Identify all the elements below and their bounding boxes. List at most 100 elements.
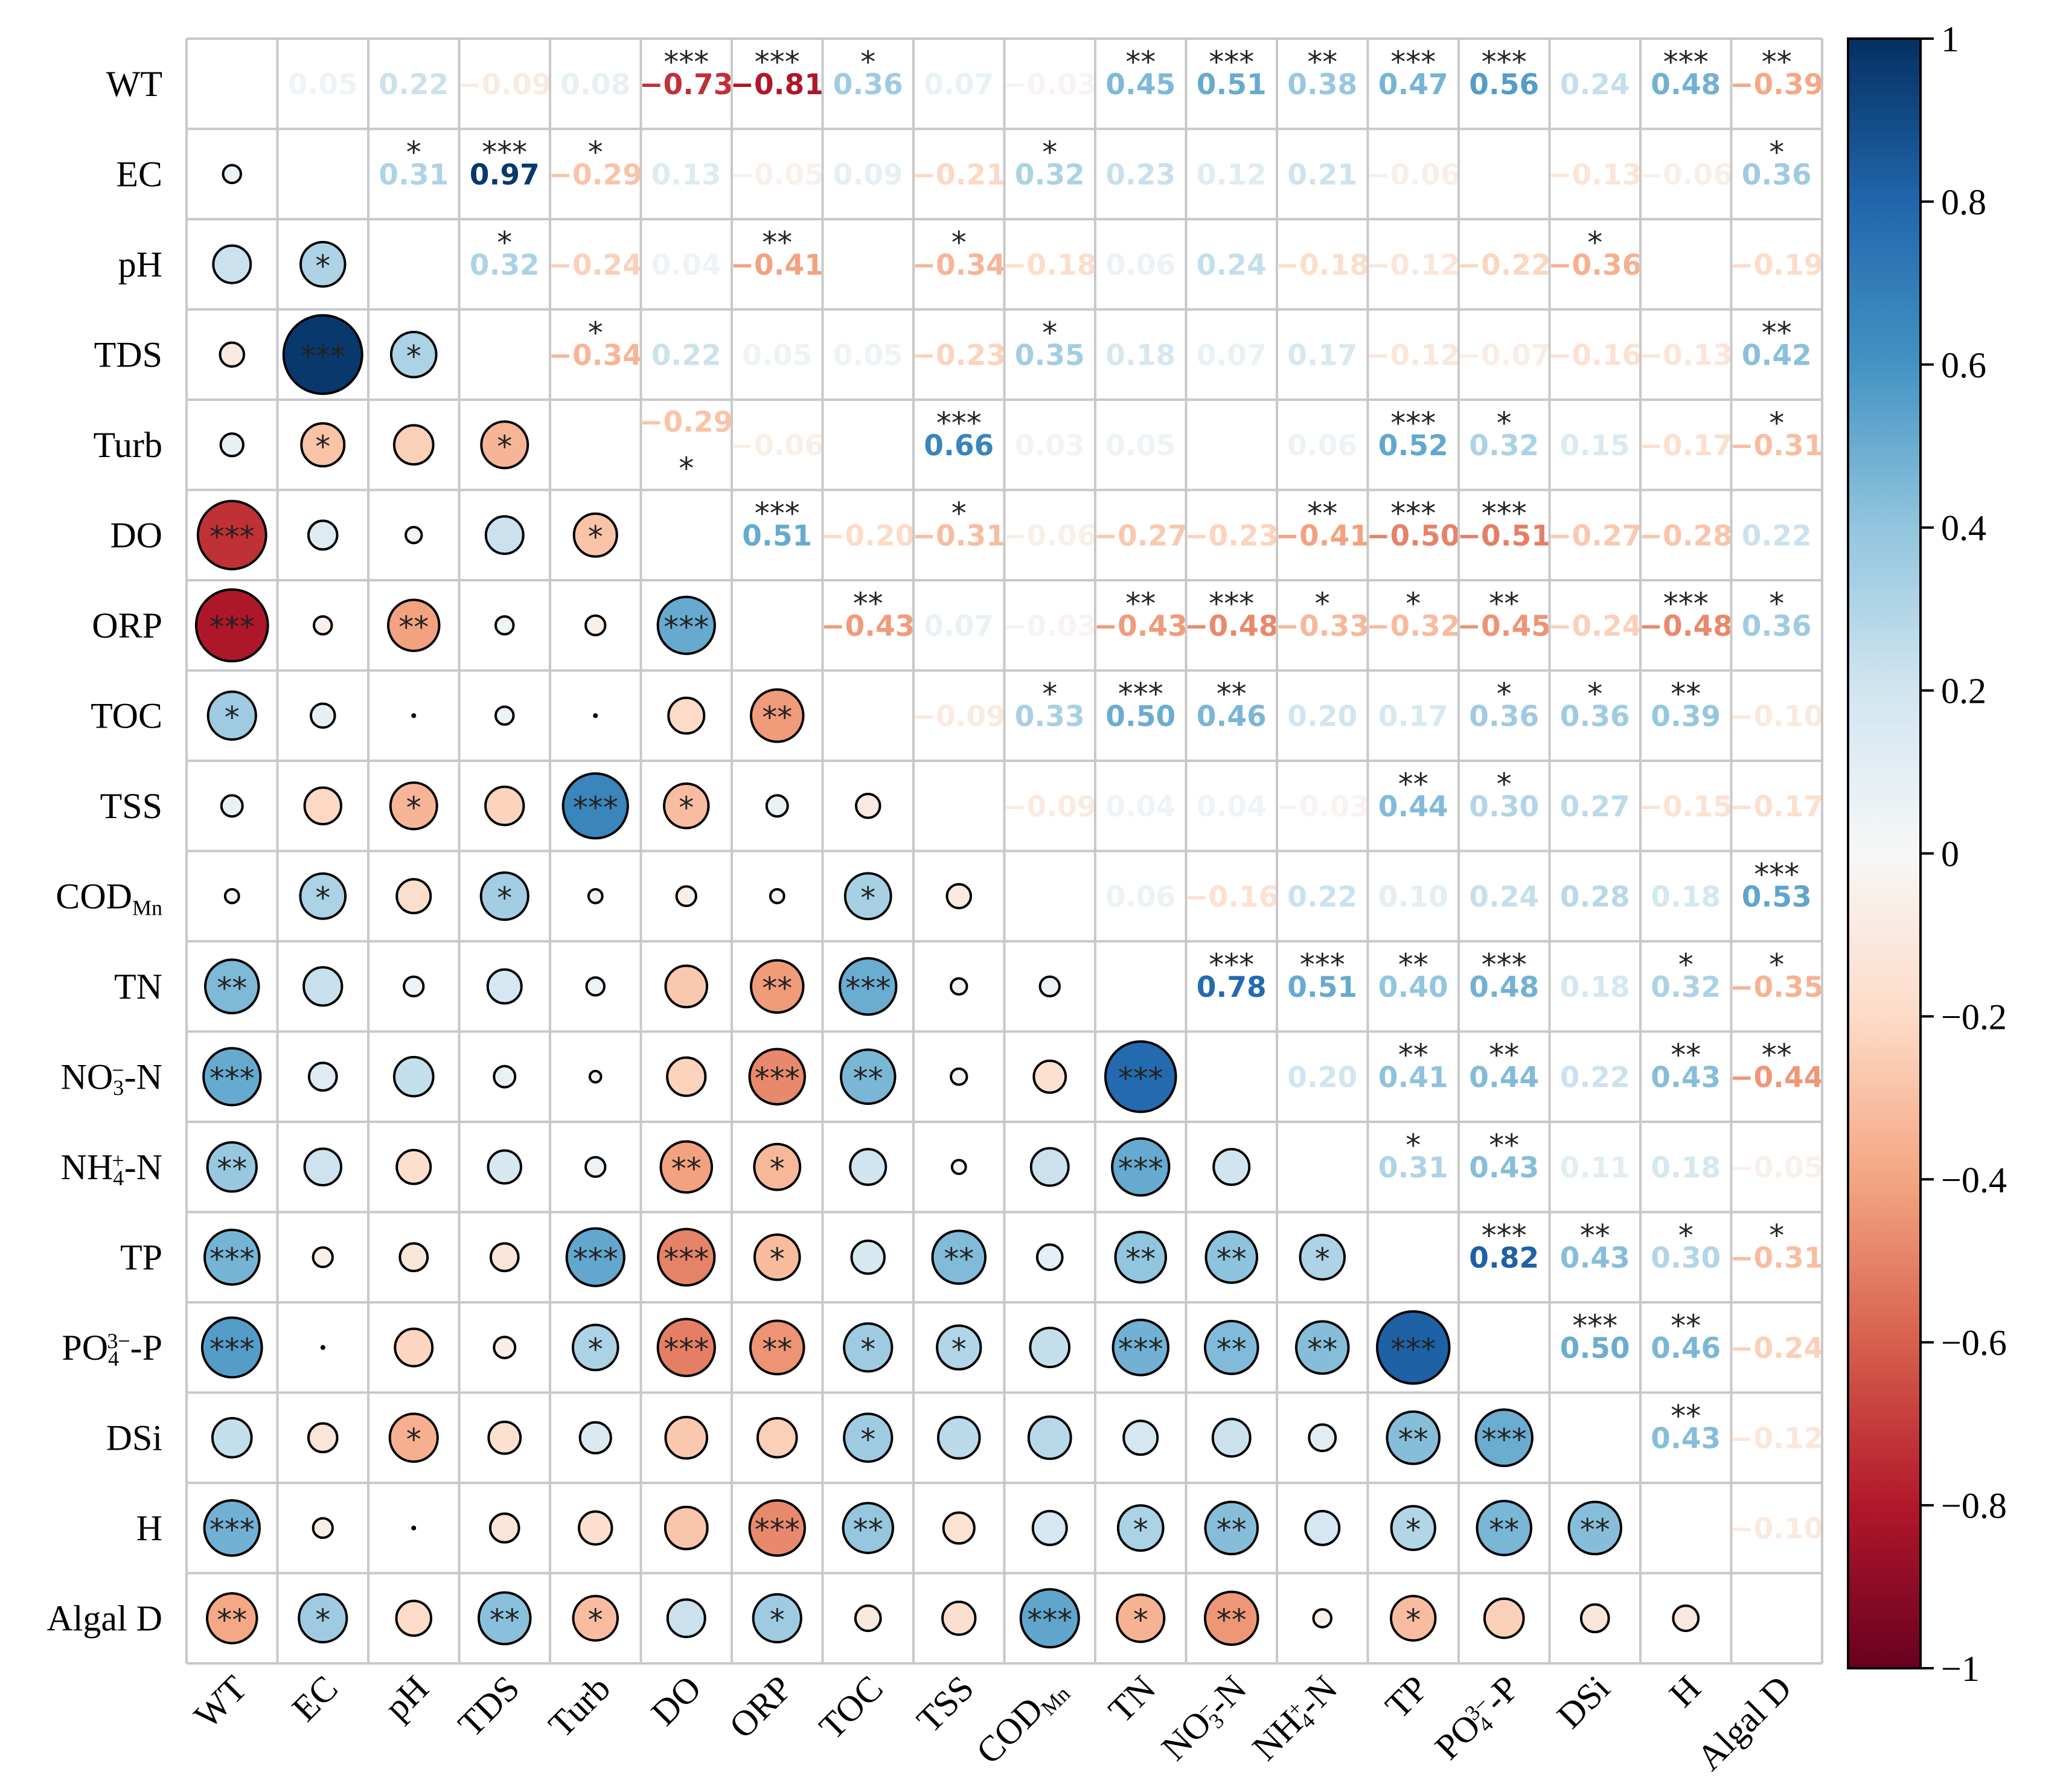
corr-circle xyxy=(203,1499,261,1557)
corr-value: 0.47 xyxy=(1378,68,1448,101)
significance-stars: *** xyxy=(664,1241,709,1276)
significance-stars: ** xyxy=(1671,1308,1701,1343)
corr-value: 0.48 xyxy=(1469,971,1539,1004)
corr-value: 0.21 xyxy=(1287,158,1357,191)
corr-circle xyxy=(312,615,333,636)
x-tick-label: NH4+-N xyxy=(1245,1668,1347,1770)
corr-value: 0.18 xyxy=(1651,880,1721,914)
significance-stars: *** xyxy=(936,406,982,441)
corr-circle xyxy=(664,1415,709,1460)
corr-circle xyxy=(578,1421,612,1454)
corr-circle xyxy=(1390,1505,1436,1551)
corr-value: −0.43 xyxy=(821,610,915,643)
corr-circle xyxy=(843,1322,894,1373)
significance-stars: * xyxy=(497,225,512,260)
significance-stars: ** xyxy=(1398,1037,1428,1072)
corr-circle xyxy=(1029,1147,1070,1187)
x-tick-label: pH xyxy=(377,1668,437,1728)
corr-circle xyxy=(222,164,243,185)
corr-value: 0.05 xyxy=(288,68,358,101)
cells-layer: 0.05 0.22 −0.09 0.08 −0.73***−0.81***0.36*0.… xyxy=(194,45,1823,1649)
corr-circle xyxy=(588,1069,603,1084)
corr-value: −0.36 xyxy=(1548,249,1642,282)
corr-value: −0.31 xyxy=(1730,1241,1823,1275)
corr-value: 0.38 xyxy=(1287,68,1357,101)
corr-circle xyxy=(765,794,789,818)
corr-value: −0.32 xyxy=(1366,610,1460,643)
corr-circle xyxy=(1116,1504,1165,1552)
significance-stars: *** xyxy=(1209,45,1254,80)
corr-value: −0.18 xyxy=(1003,249,1096,282)
significance-stars: * xyxy=(1042,676,1057,711)
corr-circle xyxy=(839,957,898,1016)
significance-stars: * xyxy=(406,135,421,170)
y-tick-label: DSi xyxy=(106,1418,162,1458)
x-tick-label: DO xyxy=(644,1668,709,1733)
significance-stars: * xyxy=(952,1332,967,1367)
significance-stars: ** xyxy=(1671,1398,1701,1433)
significance-stars: *** xyxy=(209,1332,255,1367)
corr-value: 0.05 xyxy=(1105,429,1175,462)
corr-circle xyxy=(1203,1319,1259,1375)
x-tick-label: CODMn xyxy=(968,1668,1075,1774)
significance-stars: ** xyxy=(853,586,883,621)
corr-circle xyxy=(748,1048,806,1106)
significance-stars: ** xyxy=(1217,1332,1247,1367)
corr-circle xyxy=(203,1229,261,1286)
corr-circle xyxy=(667,696,706,735)
colorbar-tick-label: −0.8 xyxy=(1941,1486,2007,1526)
colorbar-tick-label: −1 xyxy=(1941,1649,1980,1689)
corr-value: −0.81 xyxy=(731,68,824,101)
significance-stars: *** xyxy=(1663,45,1709,80)
corr-circle xyxy=(593,713,598,718)
corr-value: 0.24 xyxy=(1560,68,1630,101)
corr-value: 0.04 xyxy=(1105,790,1175,824)
significance-stars: ** xyxy=(1580,1218,1610,1253)
significance-stars: *** xyxy=(1482,1218,1527,1253)
significance-stars: * xyxy=(770,1241,785,1276)
corr-value: 0.18 xyxy=(1560,971,1630,1004)
corr-circle xyxy=(1104,1040,1177,1113)
corr-value: 0.07 xyxy=(924,610,994,643)
corr-value: 0.33 xyxy=(1015,700,1085,733)
corr-value: 0.43 xyxy=(1651,1061,1721,1094)
corr-circle xyxy=(936,1415,981,1460)
corr-circle xyxy=(1474,1408,1534,1467)
corr-circle xyxy=(200,1316,263,1379)
significance-stars: ** xyxy=(1398,767,1428,802)
y-tick-label: DO xyxy=(110,515,162,555)
corr-circle xyxy=(320,1345,325,1350)
corr-value: −0.23 xyxy=(912,339,1006,372)
corr-value: 0.46 xyxy=(1197,700,1267,733)
y-tick-label: TDS xyxy=(94,334,162,374)
x-tick-label: ORP xyxy=(721,1668,799,1746)
corr-circle xyxy=(1035,1243,1064,1272)
y-tick-label: NO3−-N xyxy=(61,1057,162,1099)
x-tick-label: H xyxy=(1662,1668,1708,1715)
corr-value: 0.45 xyxy=(1105,68,1175,101)
significance-stars: * xyxy=(1587,225,1602,260)
corr-value: −0.12 xyxy=(1366,249,1460,282)
corr-circle xyxy=(477,1591,532,1646)
corr-circle xyxy=(389,781,438,831)
corr-value: 0.04 xyxy=(1197,790,1267,824)
corr-circle xyxy=(1211,1418,1252,1458)
corr-value: −0.09 xyxy=(912,700,1006,733)
corr-circle xyxy=(572,512,618,558)
significance-stars: * xyxy=(1133,1512,1148,1547)
corr-circle xyxy=(303,786,342,825)
corr-circle xyxy=(405,526,423,545)
significance-stars: * xyxy=(315,1602,330,1637)
significance-stars: ** xyxy=(1489,1128,1519,1163)
corr-circle xyxy=(299,872,347,920)
corr-value: 0.06 xyxy=(1105,880,1175,914)
corr-circle xyxy=(854,792,881,819)
significance-stars: * xyxy=(588,315,603,350)
corr-circle xyxy=(312,1246,334,1269)
significance-stars: * xyxy=(1406,1602,1421,1637)
corr-circle xyxy=(843,872,892,921)
corr-circle xyxy=(659,1140,714,1194)
corr-circle xyxy=(942,1511,976,1545)
corr-circle xyxy=(748,1499,806,1557)
